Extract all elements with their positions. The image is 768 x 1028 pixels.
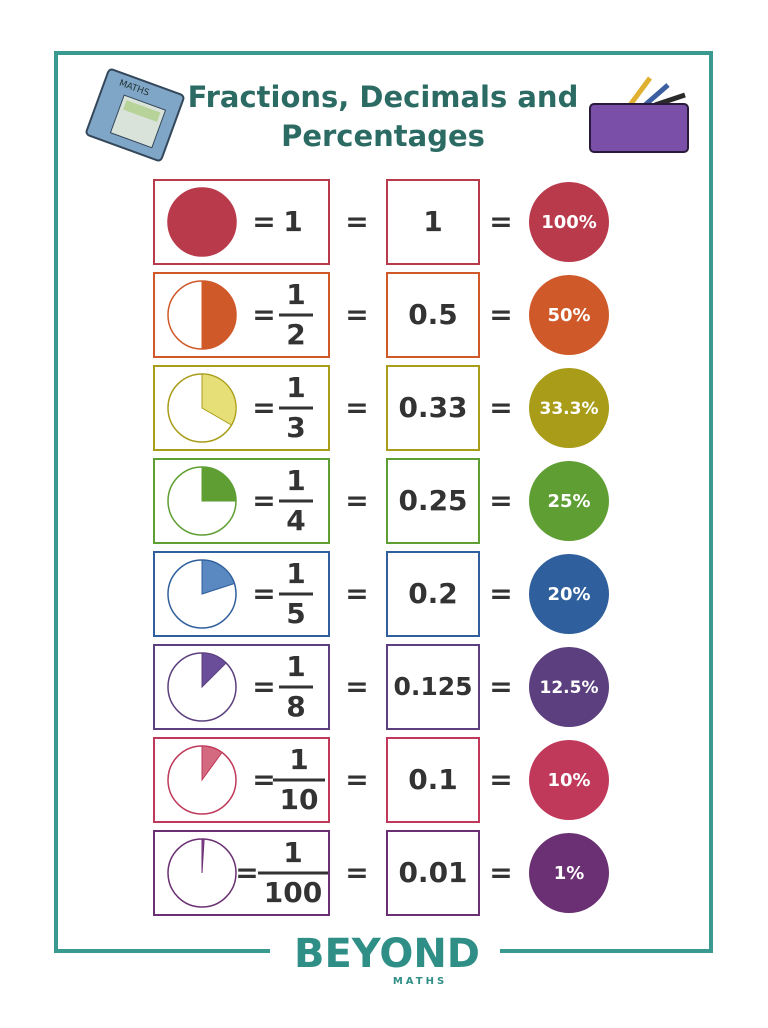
equals-sign: = [489,856,512,889]
decimal-box [386,737,480,823]
equals-sign: = [252,298,275,331]
numerator: 1 [283,205,302,238]
percent-badge [529,740,609,820]
numerator: 1 [289,743,308,776]
book-icon: MATHS [85,68,185,162]
rows: = 1 = 1 = 100%=12= 0.5 = 50%=13= 0.33 = 33.3%=14= 0.… [153,179,609,916]
percent: 100% [541,212,597,233]
percent-badge [529,554,609,634]
pie-wedge [201,373,237,426]
fraction-box [153,458,330,544]
percent: 25% [547,491,590,512]
percent-badge [529,275,609,355]
equals-sign: = [252,484,275,517]
equals-sign: = [489,298,512,331]
decimal: 0.2 [408,577,458,610]
tagline: MATHS [393,976,447,987]
decimal: 0.1 [408,763,458,796]
equals-sign: = [489,577,512,610]
equals-sign: = [252,577,275,610]
decimal-box [386,179,480,265]
decimal-box [386,365,480,451]
equals-sign: = [345,856,368,889]
equals-sign: = [345,484,368,517]
numerator: 1 [286,278,305,311]
percent: 33.3% [540,399,599,419]
percent: 1% [554,863,585,884]
fraction-box [153,644,330,730]
denominator: 2 [286,318,305,351]
equals-sign: = [345,298,368,331]
percent-badge [529,368,609,448]
percent-badge [529,461,609,541]
denominator: 100 [264,876,322,909]
equals-sign: = [489,484,512,517]
percent-badge [529,647,609,727]
decimal: 0.25 [398,484,467,517]
numerator: 1 [283,836,302,869]
equals-sign: = [252,205,275,238]
fraction-box [153,179,330,265]
equals-sign: = [345,577,368,610]
pie-wedge [201,559,235,595]
decimal: 0.33 [398,391,467,424]
pie-wedge [201,745,223,782]
fraction-box [153,830,330,916]
equals-sign: = [489,763,512,796]
numerator: 1 [286,464,305,497]
equals-sign: = [235,856,258,889]
percent-badge [529,833,609,913]
numerator: 1 [286,650,305,683]
pie-outline [167,187,237,257]
percent: 20% [547,584,590,605]
equals-sign: = [252,391,275,424]
denominator: 5 [286,597,305,630]
equals-sign: = [489,205,512,238]
percent: 50% [547,305,590,326]
pencil-case-icon [589,76,689,153]
fraction-box [153,737,330,823]
decimal: 0.5 [408,298,458,331]
denominator: 10 [280,783,319,816]
equals-sign: = [345,391,368,424]
title-line: Percentages [281,119,485,153]
pie-wedge [201,280,237,350]
equals-sign: = [489,391,512,424]
decimal-box [386,551,480,637]
numerator: 1 [286,557,305,590]
percent: 12.5% [540,678,599,698]
pie-wedge [201,466,237,502]
denominator: 4 [286,504,305,537]
percent: 10% [547,770,590,791]
fraction-box [153,365,330,451]
decimal-box [386,458,480,544]
decimal: 1 [423,205,442,238]
decimal: 0.01 [398,856,467,889]
decimal-box [386,830,480,916]
decimal-box [386,272,480,358]
pie-wedge [201,652,227,689]
decimal-box [386,644,480,730]
equals-sign: = [252,763,275,796]
frame-gap [270,930,500,990]
equals-sign: = [252,670,275,703]
equals-sign: = [345,205,368,238]
denominator: 8 [286,690,305,723]
fraction-box [153,272,330,358]
numerator: 1 [286,371,305,404]
equals-sign: = [345,670,368,703]
brand: BEYOND [294,931,480,977]
percent-badge [529,182,609,262]
denominator: 3 [286,411,305,444]
equals-sign: = [345,763,368,796]
fraction-box [153,551,330,637]
pie-wedge [201,838,205,874]
title-line: Fractions, Decimals and [188,80,579,114]
equals-sign: = [489,670,512,703]
decimal: 0.125 [393,672,472,701]
